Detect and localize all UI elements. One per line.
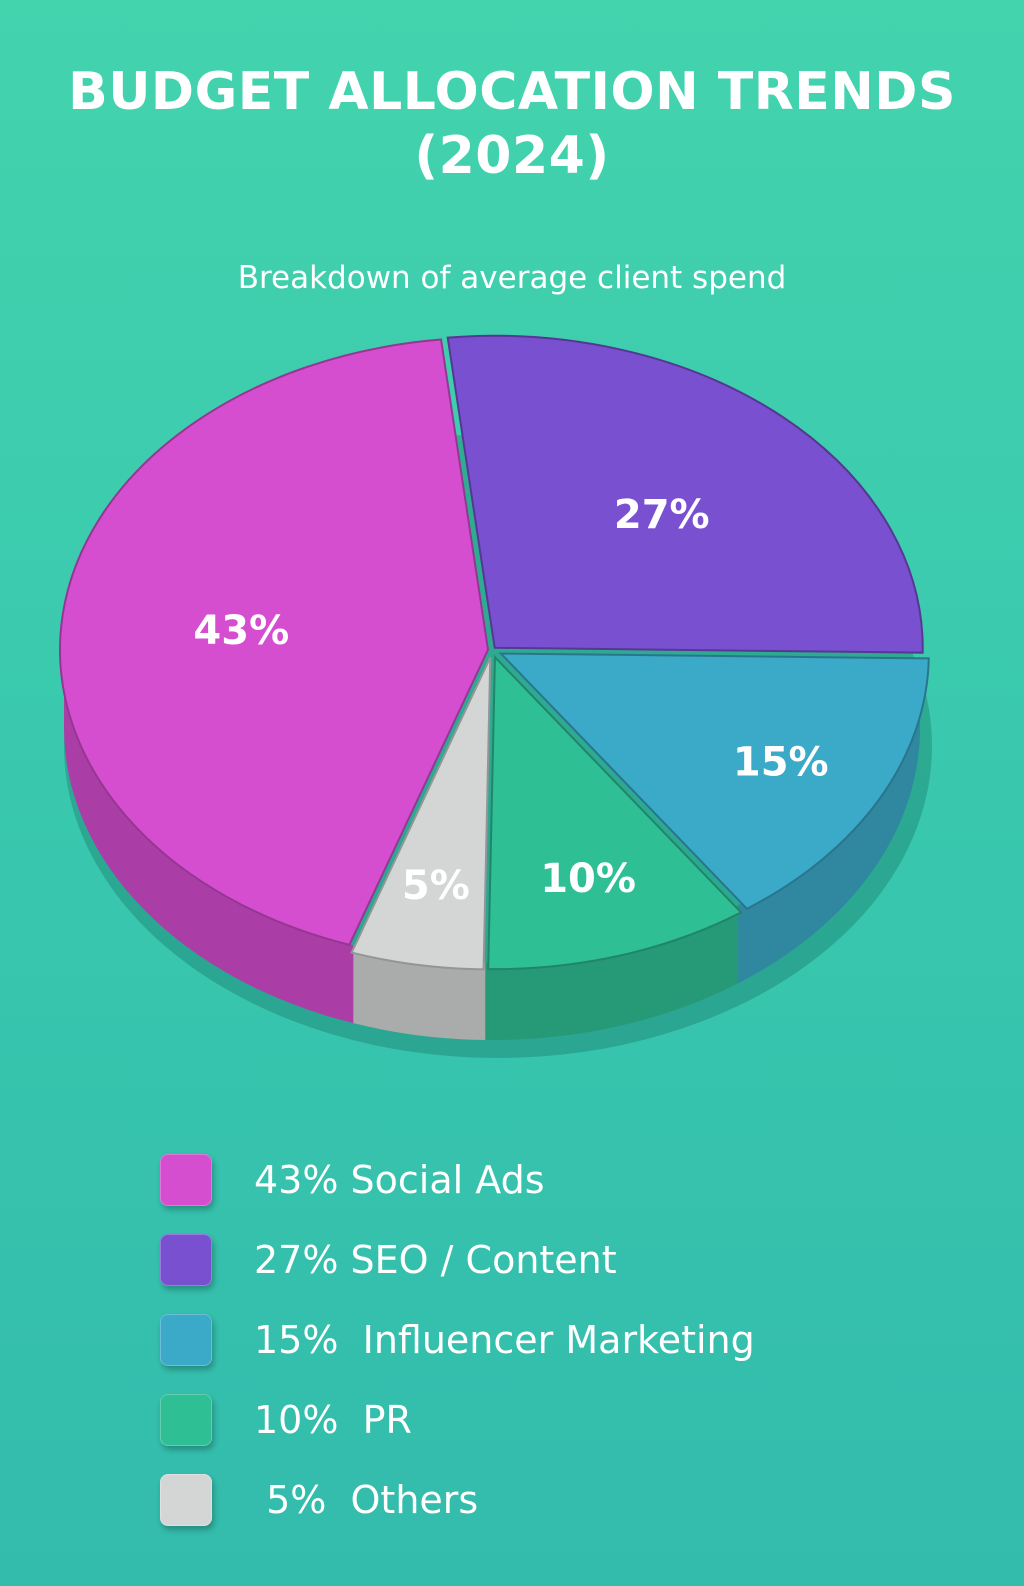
pie-slice-pr — [487, 654, 743, 971]
pie-label-seo-content: 27% — [614, 492, 710, 538]
chart-subtitle: Breakdown of average client spend — [237, 260, 787, 296]
pie-slice-social-ads — [59, 338, 490, 947]
legend-label: 27% SEO / Content — [254, 1238, 617, 1282]
legend-item: 5% Others — [160, 1460, 920, 1540]
chart-title-line-2: (2024) — [414, 126, 610, 186]
legend-label: 15% Influencer Marketing — [254, 1318, 755, 1362]
pie-slice-side-influencer-marketing — [738, 654, 920, 984]
legend-swatch — [160, 1314, 212, 1366]
legend: 43% Social Ads 27% SEO / Content 15% Influ… — [160, 1140, 920, 1540]
chart-title: BUDGET ALLOCATION TRENDS (2024) — [0, 60, 1024, 188]
legend-label: 43% Social Ads — [254, 1158, 545, 1202]
legend-item: 15% Influencer Marketing — [160, 1300, 920, 1380]
pie-label-pr: 10% — [540, 856, 636, 902]
pie-chart: 43% 27% 15% 10% 5% — [59, 334, 932, 1058]
pie-slices — [59, 334, 930, 971]
legend-item: 27% SEO / Content — [160, 1220, 920, 1300]
pie-slice-side-social-ads — [64, 650, 354, 1024]
legend-swatch — [160, 1394, 212, 1446]
pie-slice-others — [350, 656, 492, 971]
legend-item: 10% PR — [160, 1380, 920, 1460]
legend-swatch — [160, 1474, 212, 1526]
pie-label-others: 5% — [402, 863, 470, 909]
legend-label: 5% Others — [254, 1478, 479, 1522]
pie-label-social-ads: 43% — [193, 608, 289, 654]
legend-swatch — [160, 1154, 212, 1206]
pie-label-influencer-marketing: 15% — [733, 740, 829, 786]
legend-item: 43% Social Ads — [160, 1140, 920, 1220]
legend-label: 10% PR — [254, 1398, 412, 1442]
pie-labels: 43% 27% 15% 10% 5% — [193, 492, 828, 909]
pie-slice-influencer-marketing — [498, 652, 930, 911]
legend-swatch — [160, 1234, 212, 1286]
chart-title-line-1: BUDGET ALLOCATION TRENDS — [68, 62, 956, 122]
pie-slice-seo-content — [446, 334, 924, 654]
